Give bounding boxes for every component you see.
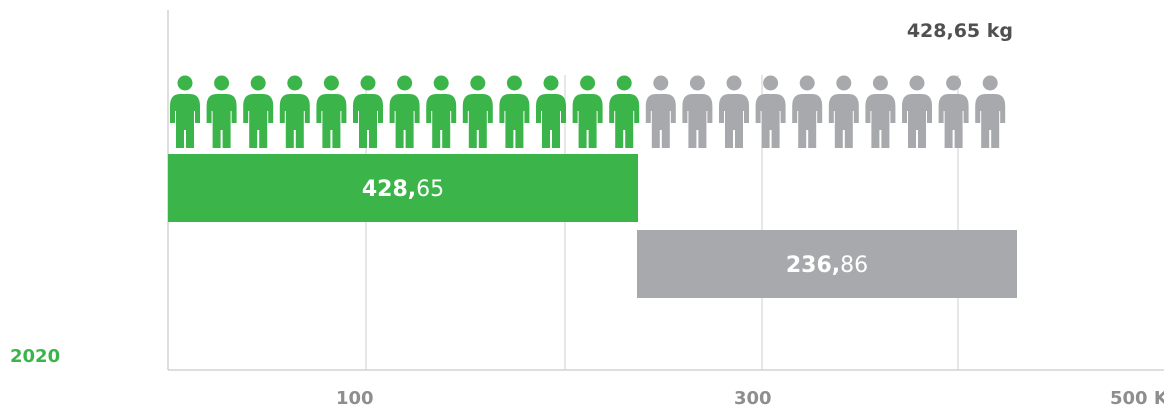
person-icon [316, 75, 347, 148]
person-icon [828, 75, 859, 148]
person-icon [865, 75, 896, 148]
x-tick-label: 100 [336, 388, 374, 409]
person-icon [975, 75, 1006, 148]
person-icon [645, 75, 676, 148]
x-tick-label: 500 Kg [1110, 388, 1164, 409]
person-icon [499, 75, 530, 148]
person-icon [938, 75, 969, 148]
labels: 428,65 kg 2020 100 300 500 Kg [10, 20, 1164, 409]
bar-segment-1 [168, 154, 638, 222]
person-icon [462, 75, 493, 148]
person-icon [353, 75, 383, 148]
person-icon [170, 75, 200, 148]
category-label-2020: 2020 [10, 346, 60, 367]
person-icon [755, 75, 786, 148]
person-icon [682, 75, 713, 148]
person-icon [572, 75, 603, 148]
person-icon [902, 75, 932, 148]
person-icon [279, 75, 310, 148]
total-value-label: 428,65 kg [907, 20, 1013, 42]
bars: 428,65 236,86 [168, 154, 1017, 298]
person-icon [389, 75, 420, 148]
person-icon [426, 75, 457, 148]
bar-value-label: 236,86 [786, 253, 868, 278]
x-tick-label: 300 [734, 388, 772, 409]
person-icon [243, 75, 274, 148]
person-icon [719, 75, 749, 148]
bar-value-label: 428,65 [362, 177, 444, 202]
person-icon [536, 75, 566, 148]
bar-segment-2 [637, 230, 1017, 298]
person-icon [206, 75, 237, 148]
person-icon [792, 75, 823, 148]
person-pictogram-row [170, 75, 1006, 148]
person-icon [609, 75, 640, 148]
